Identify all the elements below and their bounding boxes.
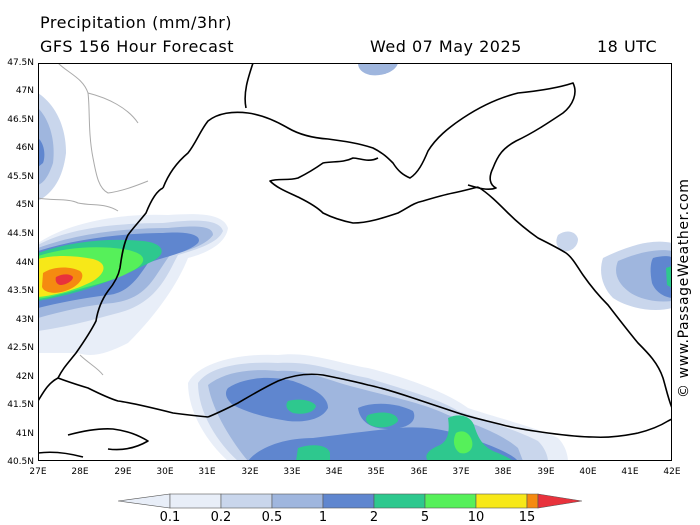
rain-area-west-coast (38, 214, 228, 355)
legend-label: 1 (318, 510, 328, 525)
lat-label: 44.5N (7, 229, 34, 239)
lat-label: 46N (15, 143, 34, 153)
legend-label: 0.5 (261, 510, 283, 525)
lat-label: 41N (15, 429, 34, 439)
legend-swatch (118, 493, 171, 509)
color-legend (118, 493, 582, 509)
lat-label: 45N (15, 200, 34, 210)
lon-label: 42E (663, 467, 681, 477)
lat-label: 43.5N (7, 286, 34, 296)
lon-label: 34E (325, 467, 343, 477)
rain-area-east (556, 231, 672, 310)
legend-swatch (271, 493, 324, 509)
rain-area-northwest (38, 93, 66, 201)
forecast-time: 18 UTC (597, 37, 658, 56)
lon-label: 29E (114, 467, 132, 477)
forecast-date: Wed 07 May 2025 (370, 37, 522, 56)
legend-swatch (220, 493, 273, 509)
lat-label: 40.5N (7, 457, 34, 467)
legend-swatch (526, 493, 539, 509)
lat-label: 47N (15, 86, 34, 96)
legend-label: 10 (467, 510, 485, 525)
rain-area-south-coast (188, 354, 568, 461)
lon-label: 27E (29, 467, 47, 477)
legend-swatch (475, 493, 528, 509)
lat-label: 44N (15, 258, 34, 268)
lat-label: 43N (15, 315, 34, 325)
lon-label: 40E (579, 467, 597, 477)
lat-label: 46.5N (7, 115, 34, 125)
legend-swatch (322, 493, 375, 509)
lat-label: 42N (15, 372, 34, 382)
legend-label: 2 (369, 510, 379, 525)
subtitle-forecast: GFS 156 Hour Forecast (40, 37, 235, 56)
lon-label: 33E (283, 467, 301, 477)
lon-label: 38E (494, 467, 512, 477)
legend-label: 15 (518, 510, 536, 525)
legend-swatch (424, 493, 477, 509)
lon-label: 39E (537, 467, 555, 477)
lat-label: 42.5N (7, 343, 34, 353)
precipitation-map (38, 63, 672, 461)
lon-label: 32E (241, 467, 259, 477)
legend-swatch (169, 493, 222, 509)
lon-label: 36E (410, 467, 428, 477)
title-precipitation: Precipitation (mm/3hr) (40, 13, 233, 32)
lat-label: 41.5N (7, 400, 34, 410)
lon-label: 31E (198, 467, 216, 477)
lon-label: 41E (621, 467, 639, 477)
legend-label: 0.1 (159, 510, 181, 525)
legend-label: 0.2 (210, 510, 232, 525)
legend-label: 5 (420, 510, 430, 525)
credit-passageweather: © www.PassageWeather.com (676, 178, 692, 398)
coastline (38, 63, 672, 458)
country-borders (38, 63, 149, 376)
legend-swatch (537, 493, 582, 509)
lat-label: 45.5N (7, 172, 34, 182)
lon-label: 37E (452, 467, 470, 477)
lon-label: 35E (367, 467, 385, 477)
legend-swatch (373, 493, 426, 509)
lon-label: 30E (156, 467, 174, 477)
lat-label: 47.5N (7, 58, 34, 68)
lon-label: 28E (71, 467, 89, 477)
rain-area-north (358, 63, 398, 76)
